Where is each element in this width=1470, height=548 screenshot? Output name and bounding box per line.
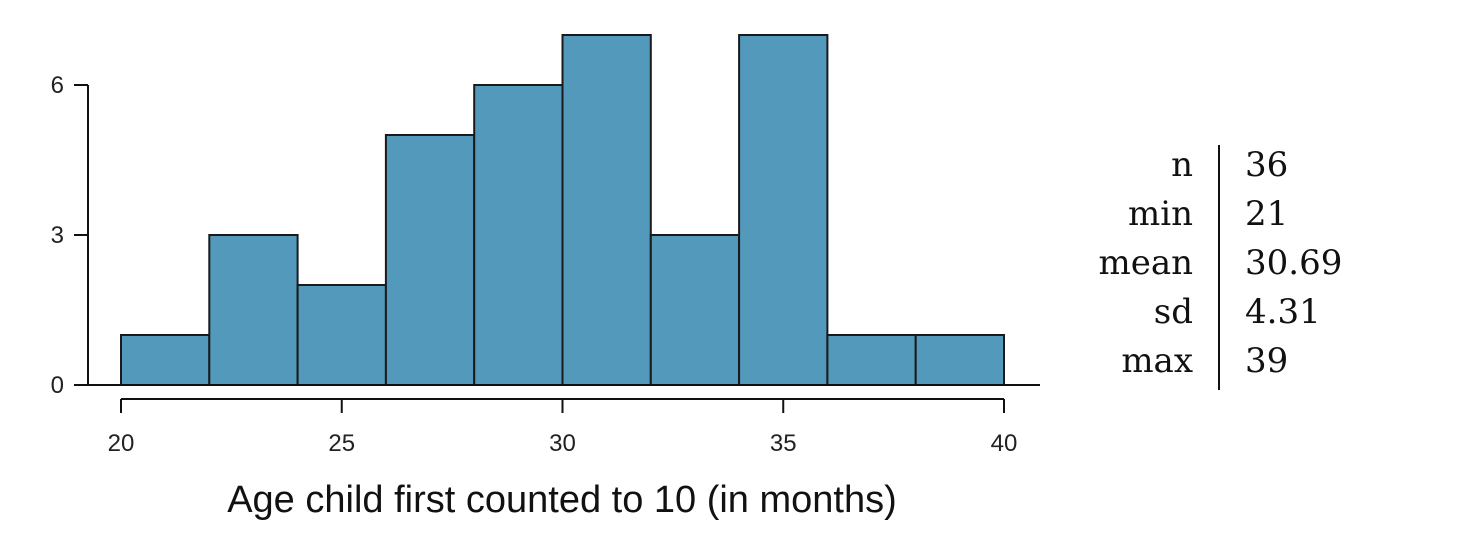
x-axis: 20 25 30 35 40 bbox=[108, 398, 1018, 457]
histogram-bar-20-22 bbox=[120, 334, 211, 386]
histogram-bar-28-30 bbox=[473, 84, 564, 386]
stat-value-n: 36 bbox=[1245, 145, 1288, 185]
summary-stats-table: n 36 min 21 mean 30.69 sd 4.31 max 39 bbox=[1098, 145, 1342, 390]
stat-label-max: max bbox=[1121, 341, 1193, 381]
x-tick-label-30: 30 bbox=[549, 430, 576, 457]
histogram-bar-26-28 bbox=[384, 134, 476, 386]
stat-value-max: 39 bbox=[1245, 341, 1288, 381]
histogram-bar-32-34 bbox=[649, 234, 741, 386]
histogram-bar-24-26 bbox=[296, 284, 387, 386]
y-tick-label-6: 6 bbox=[51, 72, 64, 99]
x-axis-title: Age child first counted to 10 (in months… bbox=[227, 479, 897, 521]
x-tick-label-35: 35 bbox=[770, 430, 797, 457]
stat-value-min: 21 bbox=[1245, 194, 1288, 234]
y-axis: 0 3 6 bbox=[51, 72, 89, 399]
x-tick-label-20: 20 bbox=[108, 430, 135, 457]
stat-label-sd: sd bbox=[1154, 292, 1193, 332]
stat-label-n: n bbox=[1171, 145, 1193, 185]
stat-label-mean: mean bbox=[1098, 243, 1193, 283]
y-tick-label-0: 0 bbox=[51, 372, 64, 399]
histogram-bar-30-32 bbox=[561, 34, 652, 386]
stat-value-sd: 4.31 bbox=[1245, 292, 1321, 332]
x-tick-label-40: 40 bbox=[991, 430, 1018, 457]
stat-value-mean: 30.69 bbox=[1245, 243, 1342, 283]
x-tick-label-25: 25 bbox=[328, 430, 355, 457]
histogram-bars bbox=[120, 34, 1006, 386]
histogram-bar-22-24 bbox=[208, 234, 299, 386]
y-tick-label-3: 3 bbox=[51, 222, 64, 249]
stat-label-min: min bbox=[1128, 194, 1193, 234]
histogram-bar-38-40 bbox=[914, 334, 1006, 386]
histogram-bar-34-36 bbox=[738, 34, 829, 386]
histogram-bar-36-38 bbox=[826, 334, 917, 386]
